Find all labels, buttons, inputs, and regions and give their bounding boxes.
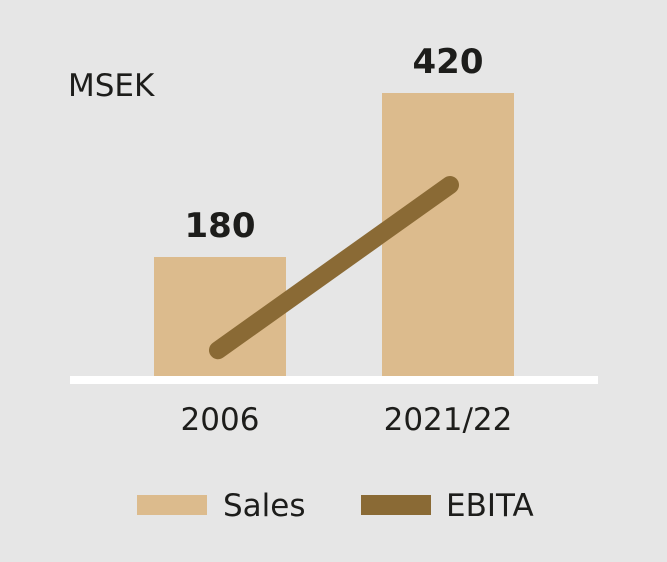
data-label: 180 <box>185 206 256 246</box>
legend-swatch-sales <box>137 495 207 515</box>
legend-swatch-ebita <box>361 495 431 515</box>
sales-bar <box>382 93 514 380</box>
ebita-line <box>209 176 459 360</box>
unit-label: MSEK <box>68 68 155 104</box>
legend-label-sales: Sales <box>223 488 306 524</box>
category-label: 2006 <box>181 402 260 438</box>
legend-label-ebita: EBITA <box>446 488 534 524</box>
category-label: 2021/22 <box>384 402 513 438</box>
data-label: 420 <box>413 42 484 82</box>
